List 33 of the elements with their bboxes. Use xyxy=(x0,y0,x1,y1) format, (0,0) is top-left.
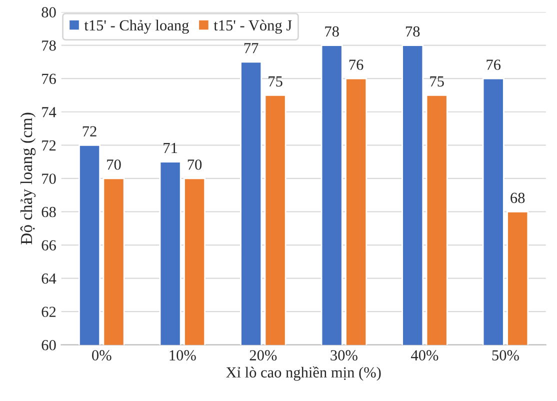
data-label: 78 xyxy=(325,26,339,37)
y-tick-label: 64 xyxy=(42,273,56,284)
data-label: 77 xyxy=(244,43,258,54)
y-tick-label: 66 xyxy=(42,240,56,250)
x-tick-label: 30% xyxy=(330,350,358,361)
data-label: 76 xyxy=(486,60,501,70)
data-label: 68 xyxy=(510,192,525,204)
legend-label: t15' - Chảy loang xyxy=(84,20,189,34)
y-tick-label: 74 xyxy=(42,107,56,118)
y-tick-label: 68 xyxy=(42,206,56,218)
x-tick-label: 10% xyxy=(170,350,196,361)
data-label: 72 xyxy=(82,126,96,136)
data-label: 75 xyxy=(268,76,282,87)
data-label: 78 xyxy=(406,26,420,37)
data-label: 76 xyxy=(349,60,364,70)
y-tick-label: 80 xyxy=(42,7,56,18)
y-tick-label: 62 xyxy=(42,306,56,318)
y-tick-label: 60 xyxy=(42,340,56,350)
y-tick-label: 78 xyxy=(42,40,56,51)
x-axis-title: Xỉ lò cao nghiền mịn (%) xyxy=(226,366,381,381)
data-label: 75 xyxy=(430,76,444,87)
x-tick-label: 0% xyxy=(92,350,112,361)
y-tick-label: 70 xyxy=(42,174,56,184)
x-tick-label: 20% xyxy=(250,350,277,361)
y-tick-label: 76 xyxy=(42,74,56,84)
legend-label: t15' - Vòng J xyxy=(214,20,292,34)
y-axis-title: Độ chảy loang (cm) xyxy=(20,112,36,244)
data-label: 70 xyxy=(188,159,202,170)
data-label: 70 xyxy=(107,159,121,170)
x-tick-label: 50% xyxy=(492,350,519,361)
y-tick-label: 72 xyxy=(42,140,56,150)
data-label: 71 xyxy=(164,142,178,153)
x-tick-label: 40% xyxy=(411,350,438,361)
